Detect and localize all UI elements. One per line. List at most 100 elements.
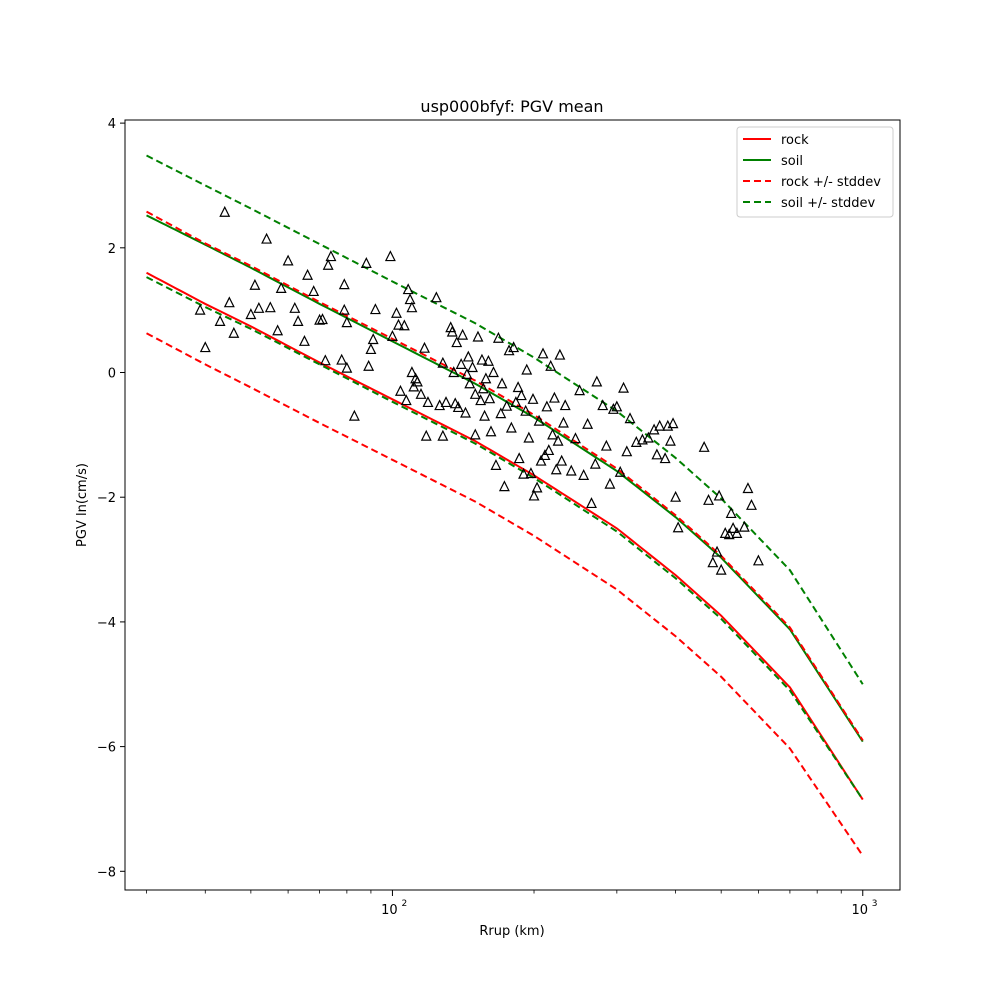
observation-point bbox=[520, 404, 532, 416]
observation-point bbox=[194, 303, 206, 315]
observation-point bbox=[462, 350, 474, 362]
observation-point bbox=[482, 354, 494, 366]
observation-point bbox=[391, 306, 402, 318]
observation-point bbox=[253, 301, 265, 313]
observation-point bbox=[543, 444, 555, 456]
observation-point bbox=[515, 389, 527, 401]
observation-point bbox=[725, 507, 737, 519]
observation-point bbox=[527, 392, 539, 404]
observation-point bbox=[552, 434, 564, 446]
observation-point bbox=[214, 315, 226, 326]
observation-point bbox=[223, 296, 235, 308]
observation-point bbox=[272, 324, 284, 336]
observation-point bbox=[597, 399, 609, 411]
observation-point bbox=[464, 377, 476, 389]
observation-point bbox=[664, 434, 676, 446]
observation-point bbox=[727, 522, 739, 533]
series-line-2 bbox=[146, 210, 864, 741]
y-axis-label: PGV ln(cm/s) bbox=[75, 463, 90, 547]
observation-point bbox=[621, 445, 633, 457]
y-tick-label: 2 bbox=[108, 242, 116, 257]
observation-point bbox=[460, 406, 471, 418]
observation-point bbox=[715, 563, 727, 575]
observation-point bbox=[604, 477, 616, 489]
observation-point bbox=[302, 268, 314, 280]
observation-point bbox=[711, 545, 723, 557]
observation-point bbox=[314, 313, 326, 325]
observation-point bbox=[752, 554, 764, 566]
observation-point bbox=[365, 343, 377, 355]
observation-point bbox=[518, 467, 530, 479]
observation-point bbox=[523, 431, 535, 443]
observation-point bbox=[667, 417, 679, 429]
observation-point bbox=[495, 407, 507, 419]
series-line-0 bbox=[146, 271, 864, 801]
observation-point bbox=[452, 401, 464, 413]
observation-point bbox=[589, 457, 601, 469]
y-tick-label: −6 bbox=[97, 741, 116, 756]
observation-point bbox=[505, 421, 517, 433]
observation-point bbox=[411, 375, 423, 387]
observation-point bbox=[535, 454, 547, 466]
observation-point bbox=[419, 341, 430, 353]
observation-point bbox=[508, 341, 520, 353]
observation-point bbox=[406, 301, 418, 313]
observation-point bbox=[537, 347, 549, 359]
observation-point bbox=[476, 353, 488, 365]
observation-point bbox=[531, 481, 543, 493]
observation-point bbox=[742, 482, 754, 494]
observation-point bbox=[386, 330, 398, 341]
observation-point bbox=[446, 325, 458, 337]
observation-point bbox=[498, 480, 510, 492]
observation-point bbox=[485, 425, 497, 437]
observation-point bbox=[496, 377, 508, 389]
observation-point bbox=[325, 250, 337, 262]
observation-point bbox=[591, 375, 603, 387]
observation-point bbox=[275, 281, 287, 293]
y-tick-label: −4 bbox=[97, 616, 116, 631]
legend-box bbox=[736, 126, 894, 218]
observation-point bbox=[707, 556, 719, 568]
observation-point bbox=[398, 319, 410, 331]
observation-point bbox=[731, 527, 743, 538]
observation-point bbox=[723, 528, 735, 540]
observation-point bbox=[245, 308, 257, 320]
observation-point bbox=[624, 412, 636, 424]
observation-point bbox=[648, 423, 660, 435]
observation-point bbox=[440, 396, 452, 408]
x-axis-label: Rrup (km) bbox=[479, 924, 544, 939]
observation-point bbox=[289, 301, 301, 313]
observation-point bbox=[467, 361, 478, 373]
observation-point bbox=[559, 399, 571, 411]
observation-point bbox=[317, 313, 328, 325]
y-tick-label: −2 bbox=[97, 491, 116, 506]
observation-point bbox=[406, 366, 418, 378]
observation-point bbox=[503, 344, 515, 356]
observation-point bbox=[550, 463, 562, 475]
observation-point bbox=[457, 328, 469, 340]
y-tick-label: 4 bbox=[108, 117, 116, 132]
observation-point bbox=[384, 250, 396, 262]
observation-point bbox=[600, 439, 612, 451]
legend-label: rock +/- stddev bbox=[781, 175, 881, 190]
x-tick-label: 10 bbox=[851, 903, 868, 918]
observation-point bbox=[341, 316, 353, 328]
observation-point bbox=[415, 387, 427, 399]
observation-point bbox=[199, 341, 211, 353]
observation-point bbox=[698, 440, 710, 452]
chart-title: usp000bfyf: PGV mean bbox=[420, 97, 603, 116]
observation-point bbox=[360, 257, 372, 269]
plot-area-frame bbox=[124, 119, 901, 891]
observation-point bbox=[713, 489, 725, 501]
observation-point bbox=[654, 419, 666, 431]
observation-point bbox=[672, 521, 684, 533]
observation-point bbox=[469, 428, 481, 440]
observation-point bbox=[578, 469, 590, 480]
observation-point bbox=[642, 431, 654, 443]
observation-point bbox=[404, 293, 416, 305]
observation-point bbox=[308, 285, 320, 297]
observation-point bbox=[338, 303, 350, 315]
observation-point bbox=[348, 409, 360, 421]
